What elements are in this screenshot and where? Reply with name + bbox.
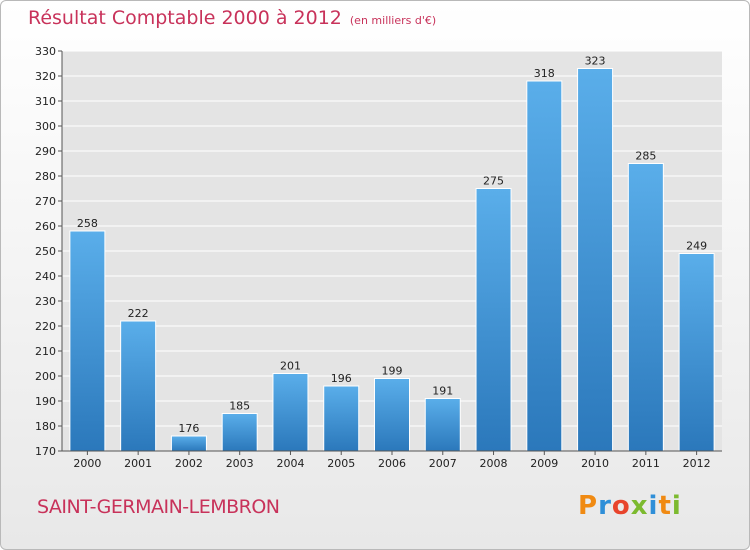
bar-2003 bbox=[221, 413, 258, 452]
y-tick-label: 270 bbox=[35, 195, 56, 208]
bar-2000 bbox=[69, 230, 106, 452]
bar-2004 bbox=[272, 373, 309, 452]
x-tick-label-2001: 2001 bbox=[124, 457, 152, 470]
data-label-2003: 185 bbox=[229, 400, 250, 413]
logo-letter: x bbox=[630, 491, 649, 521]
commune-name: SAINT-GERMAIN-LEMBRON bbox=[37, 496, 280, 518]
proxiti-logo: Proxiti bbox=[578, 491, 682, 521]
x-tick-label-2000: 2000 bbox=[73, 457, 101, 470]
x-tick-label-2011: 2011 bbox=[632, 457, 660, 470]
chart-title: Résultat Comptable 2000 à 2012 (en millie… bbox=[28, 7, 437, 29]
bar-2006 bbox=[374, 378, 410, 452]
logo-letter: P bbox=[578, 491, 599, 521]
y-tick-label: 170 bbox=[35, 445, 56, 458]
data-label-2002: 176 bbox=[178, 422, 199, 435]
y-tick-label: 200 bbox=[35, 370, 56, 383]
y-tick-label: 250 bbox=[35, 245, 56, 258]
y-tick-label: 240 bbox=[35, 270, 56, 283]
y-tick-label: 300 bbox=[35, 120, 56, 133]
y-tick-label: 210 bbox=[35, 345, 56, 358]
logo-letter: r bbox=[598, 491, 612, 521]
y-tick-label: 320 bbox=[35, 70, 56, 83]
x-tick-label-2012: 2012 bbox=[683, 457, 711, 470]
x-tick-label-2009: 2009 bbox=[530, 457, 558, 470]
bar-2011 bbox=[627, 163, 664, 452]
logo-letter: i bbox=[648, 491, 659, 521]
y-tick-label: 190 bbox=[35, 395, 56, 408]
logo-letter: t bbox=[658, 491, 672, 521]
y-tick-label: 180 bbox=[35, 420, 56, 433]
x-tick-label-2003: 2003 bbox=[226, 457, 254, 470]
chart-subtitle: (en milliers d'€) bbox=[349, 14, 437, 27]
y-tick-label: 310 bbox=[35, 95, 56, 108]
data-label-2004: 201 bbox=[280, 360, 301, 373]
x-tick-label-2010: 2010 bbox=[581, 457, 609, 470]
bar-2010 bbox=[577, 68, 614, 452]
bar-2001 bbox=[120, 320, 157, 452]
data-label-2012: 249 bbox=[686, 240, 707, 253]
data-label-2001: 222 bbox=[128, 307, 149, 320]
y-tick-label: 220 bbox=[35, 320, 56, 333]
y-tick-label: 260 bbox=[35, 220, 56, 233]
bar-2008 bbox=[475, 188, 512, 452]
data-label-2006: 199 bbox=[382, 365, 403, 378]
data-label-2005: 196 bbox=[331, 372, 352, 385]
y-tick-label: 330 bbox=[35, 45, 56, 58]
bar-2002 bbox=[170, 435, 207, 452]
data-label-2009: 318 bbox=[534, 67, 555, 80]
x-tick-label-2002: 2002 bbox=[175, 457, 203, 470]
data-label-2010: 323 bbox=[585, 55, 606, 68]
bar-2007 bbox=[424, 398, 461, 452]
data-label-2007: 191 bbox=[432, 385, 453, 398]
bar-2009 bbox=[526, 80, 563, 452]
data-label-2008: 275 bbox=[483, 175, 504, 188]
bar-2012 bbox=[678, 253, 715, 452]
x-tick-label-2006: 2006 bbox=[378, 457, 406, 470]
y-tick-label: 280 bbox=[35, 170, 56, 183]
x-tick-label-2005: 2005 bbox=[327, 457, 355, 470]
bar-2005 bbox=[323, 385, 360, 452]
logo-letter: i bbox=[671, 491, 682, 521]
y-tick-label: 230 bbox=[35, 295, 56, 308]
x-tick-label-2007: 2007 bbox=[429, 457, 457, 470]
logo-letter: o bbox=[611, 491, 631, 521]
data-label-2011: 285 bbox=[635, 150, 656, 163]
y-tick-label: 290 bbox=[35, 145, 56, 158]
x-tick-label-2008: 2008 bbox=[480, 457, 508, 470]
x-tick-label-2004: 2004 bbox=[276, 457, 304, 470]
data-label-2000: 258 bbox=[77, 217, 98, 230]
